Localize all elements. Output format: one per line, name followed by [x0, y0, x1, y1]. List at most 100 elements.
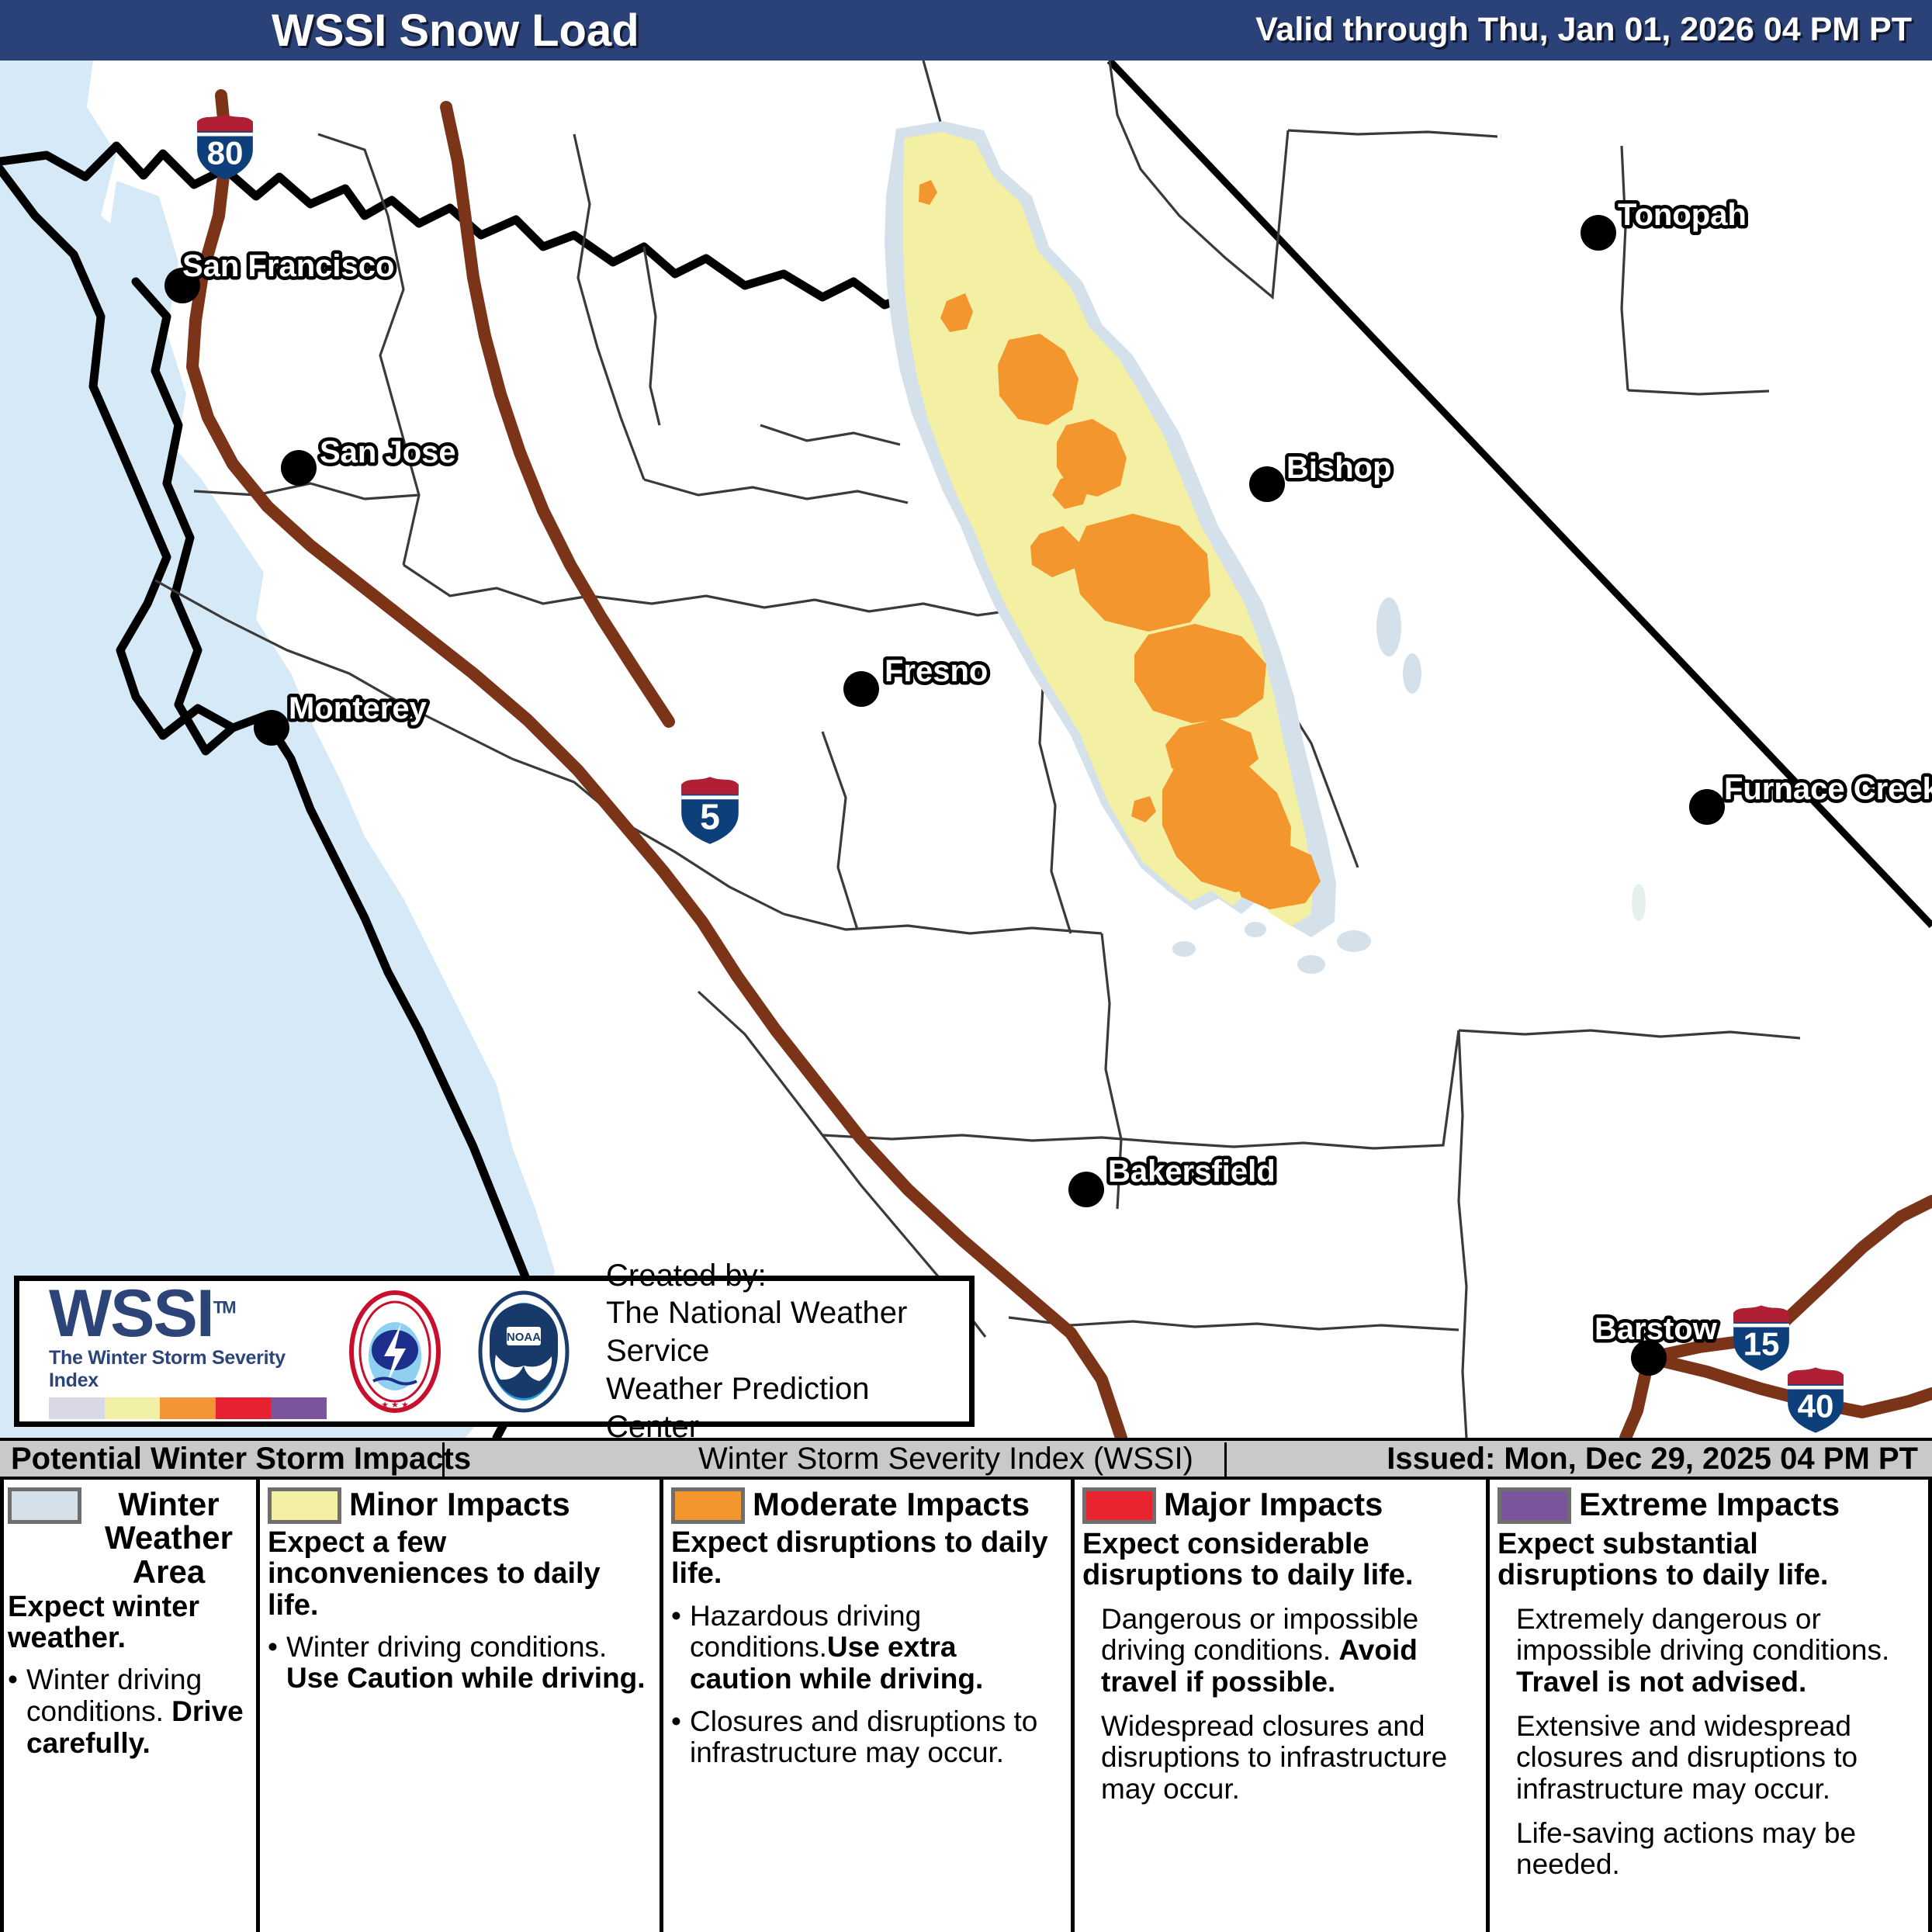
- legend-bullet: • Winter driving conditions. Drive caref…: [8, 1664, 248, 1759]
- noaa-seal-icon: NOAA: [478, 1290, 570, 1412]
- legend-note: Widespread closures and disruptions to i…: [1082, 1709, 1478, 1806]
- wssi-trademark: TM: [213, 1297, 237, 1317]
- wssi-wordmark-text: WSSI: [49, 1276, 215, 1352]
- city-dot-furnace-creek: [1689, 789, 1725, 825]
- legend-summary-extreme-impacts: Expect substantial disruptions to daily …: [1497, 1528, 1829, 1592]
- note-plain: Extensive and widespread closures and di…: [1516, 1709, 1858, 1805]
- note-plain: Dangerous or impossible driving conditio…: [1101, 1602, 1419, 1667]
- credit-text: Created by: The National Weather Service…: [606, 1257, 969, 1446]
- legend-bullet: • Winter driving conditions. Use Caution…: [268, 1630, 652, 1695]
- note-plain: Widespread closures and disruptions to i…: [1101, 1709, 1448, 1805]
- highway-shield-40: 40: [1788, 1367, 1844, 1433]
- city-dot-san-francisco: [164, 268, 200, 303]
- highway-shield-15: 15: [1733, 1305, 1789, 1371]
- legend-summary-moderate-impacts: Expect disruptions to daily life.: [671, 1526, 1048, 1591]
- svg-text:40: 40: [1798, 1387, 1834, 1424]
- legend-title-moderate-impacts: Moderate Impacts: [753, 1486, 1030, 1522]
- wssi-name-label: Winter Storm Severity Index (WSSI): [698, 1442, 1193, 1476]
- moderate-impacts-polygon: [919, 180, 1321, 909]
- wssi-bar-swatch-major: [215, 1397, 272, 1419]
- city-label-barstow: Barstow: [1594, 1312, 1718, 1346]
- valid-through-text: Valid through Thu, Jan 01, 2026 04 PM PT: [1255, 11, 1912, 48]
- impact-legend: Winter Weather Area Expect winter weathe…: [0, 1480, 1932, 1932]
- legend-note: Dangerous or impossible driving conditio…: [1082, 1602, 1478, 1698]
- credit-line-3: Weather Prediction Center: [606, 1371, 870, 1444]
- bullet-plain: Closures and disruptions to infrastructu…: [690, 1705, 1038, 1769]
- city-dot-bishop: [1249, 466, 1285, 502]
- page-title: WSSI Snow Load: [272, 5, 639, 56]
- wssi-bar-swatch-moderate: [160, 1397, 216, 1419]
- ocean-layer: [0, 61, 555, 1438]
- note-bold: Avoid travel if possible.: [1101, 1634, 1418, 1698]
- weather-map[interactable]: 80 5 15 40: [0, 61, 1932, 1438]
- city-label-monterey: Monterey: [289, 691, 428, 725]
- legend-note: Extensive and widespread closures and di…: [1497, 1709, 1924, 1806]
- bullet-dot-icon: •: [671, 1599, 681, 1632]
- legend-bullet: • Hazardous driving conditions.Use extra…: [671, 1599, 1063, 1695]
- legend-summary-minor-impacts: Expect a few inconveniences to daily lif…: [268, 1526, 601, 1622]
- svg-text:5: 5: [700, 797, 720, 837]
- legend-swatch-moderate-impacts: [671, 1487, 745, 1524]
- state-border: [1106, 61, 1932, 929]
- nws-seal-icon: ★ ★ ★: [349, 1290, 441, 1413]
- bullet-dot-icon: •: [268, 1630, 278, 1663]
- credit-line-2: The National Weather Service: [606, 1296, 908, 1369]
- city-dot-barstow: [1631, 1340, 1667, 1376]
- legend-title-minor-impacts: Minor Impacts: [349, 1486, 570, 1522]
- legend-column-major-impacts[interactable]: Major Impacts Expect considerable disrup…: [1075, 1480, 1490, 1932]
- city-label-tonopah: Tonopah: [1618, 198, 1747, 232]
- svg-text:NOAA: NOAA: [507, 1331, 541, 1344]
- coastline: [0, 141, 951, 1438]
- bullet-text: Winter driving conditions. Use Caution w…: [286, 1630, 652, 1695]
- legend-title-extreme-impacts: Extreme Impacts: [1579, 1486, 1840, 1522]
- legend-summary-winter-weather-area: Expect winter weather.: [8, 1590, 200, 1655]
- legend-column-extreme-impacts[interactable]: Extreme Impacts Expect substantial disru…: [1490, 1480, 1932, 1932]
- wssi-color-bar: [49, 1397, 327, 1419]
- legend-swatch-winter-weather-area: [8, 1487, 81, 1524]
- bullet-bold: Use extra caution while driving.: [690, 1631, 984, 1695]
- legend-column-moderate-impacts[interactable]: Moderate Impacts Expect disruptions to d…: [663, 1480, 1075, 1932]
- legend-title-winter-weather-area: Winter Weather Area: [105, 1486, 233, 1590]
- credit-box: WSSITM The Winter Storm Severity Index: [14, 1259, 975, 1444]
- bullet-plain: Winter driving conditions.: [286, 1630, 608, 1663]
- legend-note: Extremely dangerous or impossible drivin…: [1497, 1602, 1924, 1698]
- svg-text:15: 15: [1743, 1325, 1780, 1362]
- legend-title-major-impacts: Major Impacts: [1164, 1486, 1383, 1522]
- potential-impacts-label: Potential Winter Storm Impacts: [11, 1442, 472, 1476]
- header-bar: WSSI Snow Load Valid through Thu, Jan 01…: [0, 0, 1932, 61]
- legend-swatch-major-impacts: [1082, 1487, 1156, 1524]
- note-plain: Life-saving actions may be needed.: [1516, 1816, 1857, 1881]
- city-label-bishop: Bishop: [1286, 451, 1392, 485]
- city-dot-tonopah: [1581, 215, 1616, 251]
- issued-label: Issued: Mon, Dec 29, 2025 04 PM PT: [1387, 1442, 1918, 1476]
- city-dot-fresno: [843, 671, 879, 707]
- bullet-text: Hazardous driving conditions.Use extra c…: [690, 1600, 1063, 1695]
- legend-column-winter-weather-area[interactable]: Winter Weather Area Expect winter weathe…: [0, 1480, 260, 1932]
- wssi-bar-swatch-minor: [104, 1397, 161, 1419]
- city-markers: San Francisco San Jose Monterey Fresno B…: [164, 195, 1932, 1376]
- bullet-plain: Winter driving conditions.: [26, 1664, 203, 1727]
- city-dot-san-jose: [281, 450, 317, 486]
- city-dot-monterey: [254, 710, 289, 746]
- legend-swatch-extreme-impacts: [1497, 1487, 1571, 1524]
- svg-text:80: 80: [207, 134, 244, 171]
- legend-summary-major-impacts: Expect considerable disruptions to daily…: [1082, 1528, 1414, 1592]
- city-dot-bakersfield: [1068, 1172, 1104, 1207]
- wssi-tagline: The Winter Storm Severity Index: [49, 1346, 286, 1391]
- legend-column-minor-impacts[interactable]: Minor Impacts Expect a few inconvenience…: [260, 1480, 663, 1932]
- bullet-bold: Drive carefully.: [26, 1695, 244, 1759]
- city-label-fresno: Fresno: [885, 654, 988, 688]
- legend-bullet: • Closures and disruptions to infrastruc…: [671, 1705, 1063, 1769]
- bullet-text: Closures and disruptions to infrastructu…: [690, 1705, 1063, 1769]
- bullet-text: Winter driving conditions. Drive careful…: [26, 1664, 248, 1759]
- legend-swatch-minor-impacts: [268, 1487, 341, 1524]
- bullet-bold: Use Caution while driving.: [286, 1662, 646, 1695]
- status-bar-divider-1: [442, 1442, 445, 1477]
- note-plain: Extremely dangerous or impossible drivin…: [1516, 1602, 1890, 1667]
- highway-shield-80: 80: [197, 114, 253, 180]
- wssi-logo: WSSITM The Winter Storm Severity Index: [19, 1280, 327, 1419]
- highway-shield-5: 5: [681, 777, 739, 844]
- wssi-bar-swatch-extreme: [271, 1397, 327, 1419]
- city-label-san-francisco: San Francisco: [182, 249, 394, 283]
- city-label-san-jose: San Jose: [320, 435, 456, 469]
